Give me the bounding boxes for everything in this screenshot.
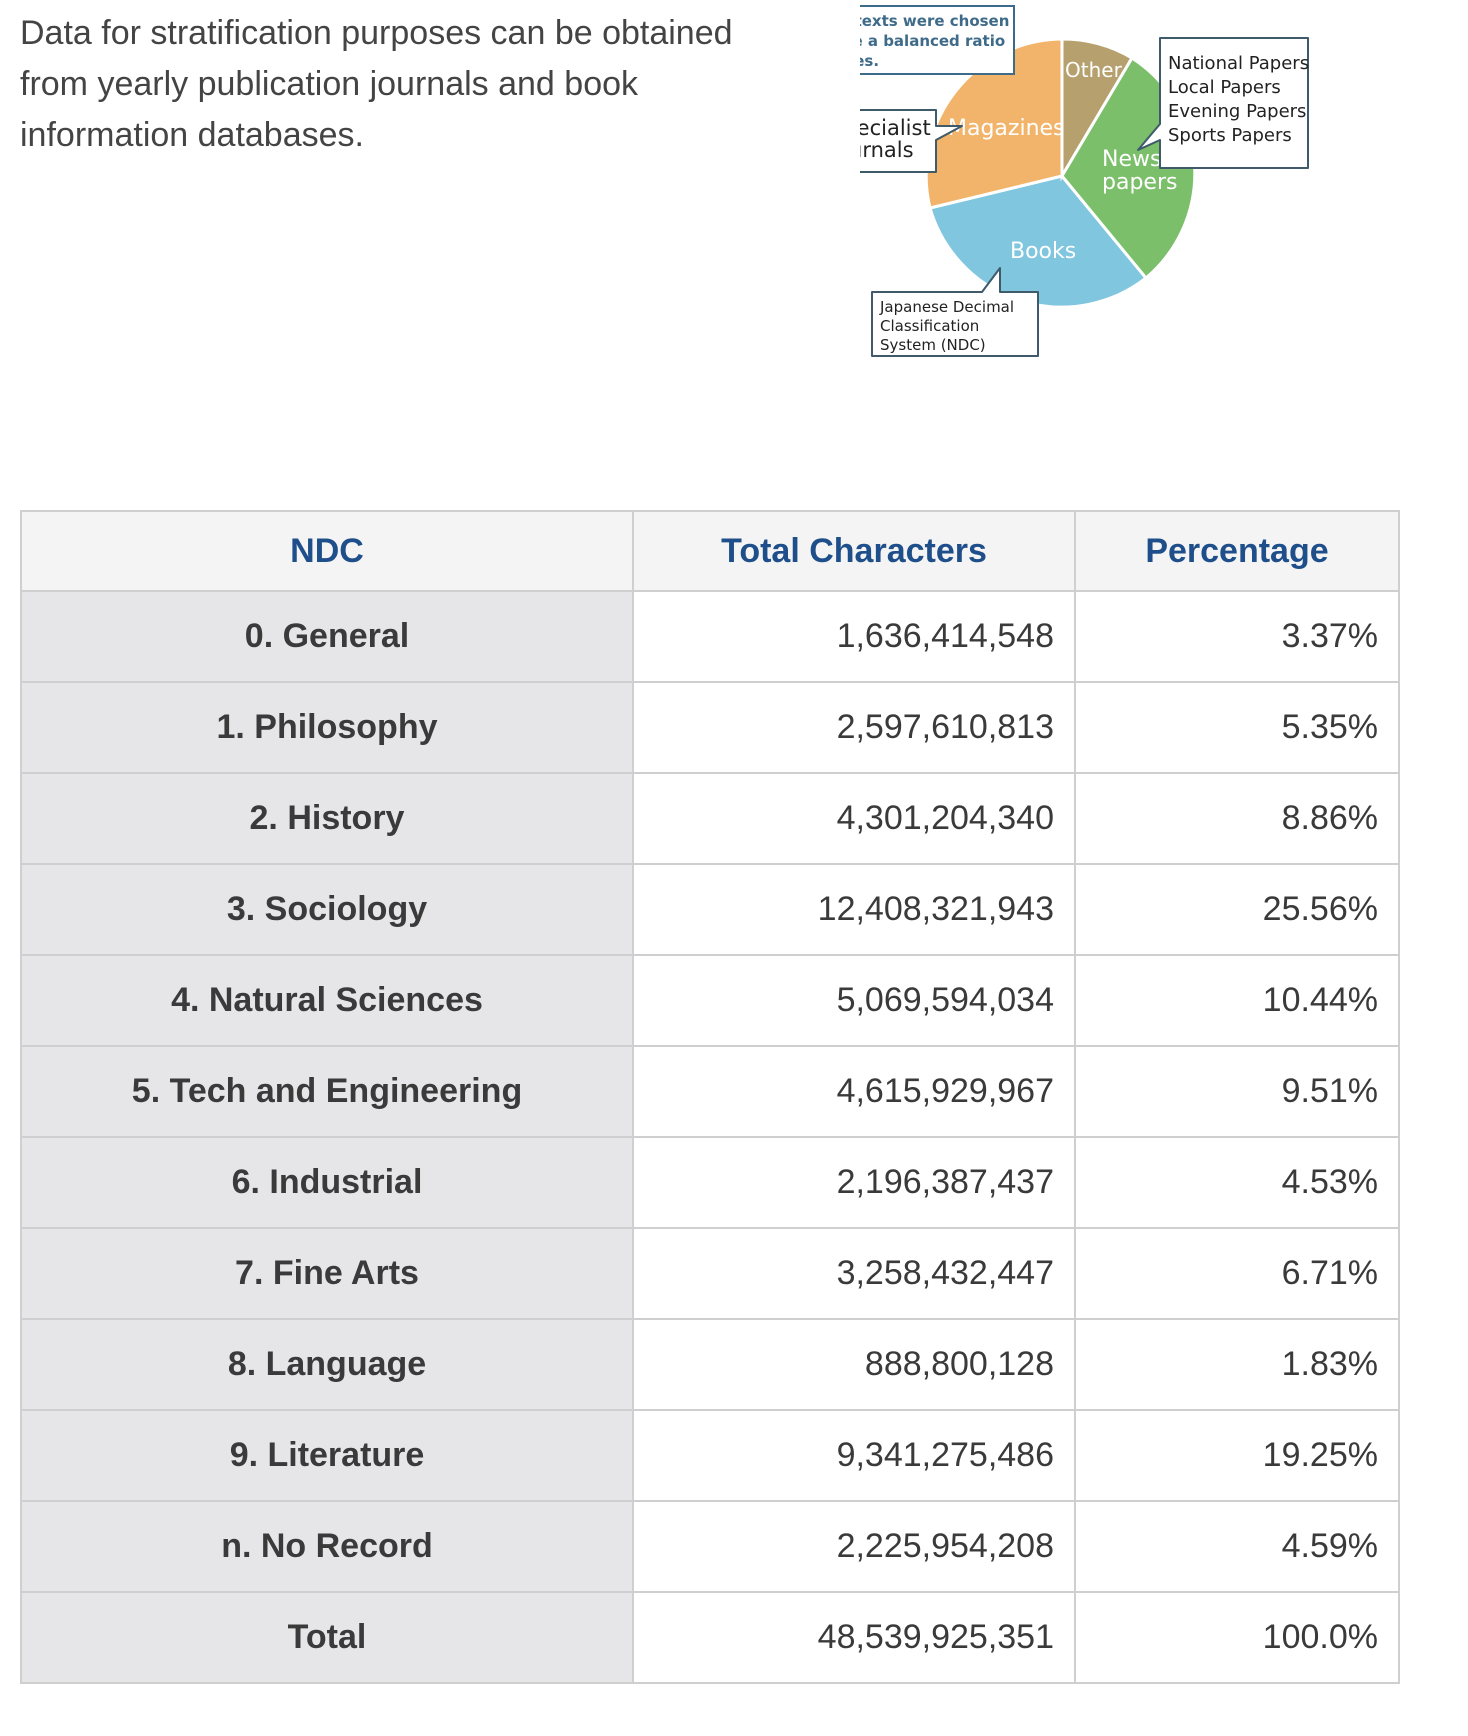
percentage-sum: 100.0% <box>1074 1591 1400 1684</box>
table-row: 1. Philosophy 2,597,610,813 5.35% <box>20 681 1400 774</box>
percentage: 6.71% <box>1074 1227 1400 1320</box>
ndc-category: 8. Language <box>20 1318 634 1411</box>
total-characters: 2,225,954,208 <box>632 1500 1076 1593</box>
specialist-callout-line1: Specialist <box>860 116 931 140</box>
ndc-category: n. No Record <box>20 1500 634 1593</box>
header-ndc: NDC <box>20 510 634 592</box>
newspaper-types-callout <box>1137 37 1309 169</box>
table-total-row: Total 48,539,925,351 100.0% <box>20 1591 1400 1684</box>
table-row: 3. Sociology 12,408,321,943 25.56% <box>20 863 1400 956</box>
total-characters: 4,615,929,967 <box>632 1045 1076 1138</box>
pie-slice-magazines <box>924 37 1064 210</box>
total-characters: 3,258,432,447 <box>632 1227 1076 1320</box>
total-characters: 1,636,414,548 <box>632 590 1076 683</box>
intro-paragraph: Data for stratification purposes can be … <box>20 14 733 154</box>
source-note-line2: to create a balanced ratio <box>860 32 1005 50</box>
percentage: 4.53% <box>1074 1136 1400 1229</box>
pie-label-books: Books <box>1010 239 1076 264</box>
table-row: 9. Literature 9,341,275,486 19.25% <box>20 1409 1400 1502</box>
percentage: 9.51% <box>1074 1045 1400 1138</box>
percentage: 8.86% <box>1074 772 1400 865</box>
percentage: 10.44% <box>1074 954 1400 1047</box>
percentage: 19.25% <box>1074 1409 1400 1502</box>
header-percentage: Percentage <box>1074 510 1400 592</box>
source-note-line3: of sources. <box>860 52 879 70</box>
pie-label-news-line1: News <box>1102 147 1161 172</box>
total-characters: 888,800,128 <box>632 1318 1076 1411</box>
newspaper-type-sports: Sports Papers <box>1168 125 1292 146</box>
source-note-line1: Various texts were chosen <box>860 12 1009 30</box>
source-pie-illustration: Other Magazines News papers Books Variou… <box>860 5 1309 357</box>
total-characters: 9,341,275,486 <box>632 1409 1076 1502</box>
table-row: n. No Record 2,225,954,208 4.59% <box>20 1500 1400 1593</box>
table-row: 4. Natural Sciences 5,069,594,034 10.44% <box>20 954 1400 1047</box>
header-total-characters: Total Characters <box>632 510 1076 592</box>
ndc-callout-line2: Classification <box>880 317 979 335</box>
ndc-category: 5. Tech and Engineering <box>20 1045 634 1138</box>
total-characters: 12,408,321,943 <box>632 863 1076 956</box>
table-row: 6. Industrial 2,196,387,437 4.53% <box>20 1136 1400 1229</box>
pie-label-other: Other <box>1065 58 1123 82</box>
specialist-callout-line2: Journals <box>860 138 914 162</box>
table-row: 7. Fine Arts 3,258,432,447 6.71% <box>20 1227 1400 1320</box>
total-characters: 4,301,204,340 <box>632 772 1076 865</box>
newspaper-type-evening: Evening Papers <box>1168 101 1306 122</box>
percentage: 25.56% <box>1074 863 1400 956</box>
ndc-category: 2. History <box>20 772 634 865</box>
ndc-category: 6. Industrial <box>20 1136 634 1229</box>
ndc-category: 7. Fine Arts <box>20 1227 634 1320</box>
total-characters-sum: 48,539,925,351 <box>632 1591 1076 1684</box>
newspaper-type-local: Local Papers <box>1168 77 1281 98</box>
pie-label-news-line2: papers <box>1102 170 1177 195</box>
table-header-row: NDC Total Characters Percentage <box>20 510 1400 592</box>
ndc-category: 9. Literature <box>20 1409 634 1502</box>
total-characters: 5,069,594,034 <box>632 954 1076 1047</box>
source-composition-figure: Other Magazines News papers Books Variou… <box>860 0 1460 400</box>
ndc-category: 1. Philosophy <box>20 681 634 774</box>
ndc-callout-line1: Japanese Decimal <box>879 298 1014 316</box>
ndc-category: 4. Natural Sciences <box>20 954 634 1047</box>
percentage: 4.59% <box>1074 1500 1400 1593</box>
table-row: 8. Language 888,800,128 1.83% <box>20 1318 1400 1411</box>
ndc-category: 0. General <box>20 590 634 683</box>
ndc-callout <box>871 267 1039 357</box>
specialist-journals-callout <box>860 109 963 173</box>
pie-label-magazines: Magazines <box>948 116 1065 141</box>
total-characters: 2,597,610,813 <box>632 681 1076 774</box>
percentage: 1.83% <box>1074 1318 1400 1411</box>
percentage: 5.35% <box>1074 681 1400 774</box>
total-characters: 2,196,387,437 <box>632 1136 1076 1229</box>
ndc-characters-table: NDC Total Characters Percentage 0. Gener… <box>20 510 1400 1684</box>
table-row: 0. General 1,636,414,548 3.37% <box>20 590 1400 683</box>
source-note-box <box>860 5 1015 75</box>
percentage: 3.37% <box>1074 590 1400 683</box>
table-row: 2. History 4,301,204,340 8.86% <box>20 772 1400 865</box>
ndc-callout-line3: System (NDC) <box>880 336 986 354</box>
newspaper-type-national: National Papers <box>1168 53 1309 74</box>
table-row: 5. Tech and Engineering 4,615,929,967 9.… <box>20 1045 1400 1138</box>
ndc-total-label: Total <box>20 1591 634 1684</box>
ndc-category: 3. Sociology <box>20 863 634 956</box>
